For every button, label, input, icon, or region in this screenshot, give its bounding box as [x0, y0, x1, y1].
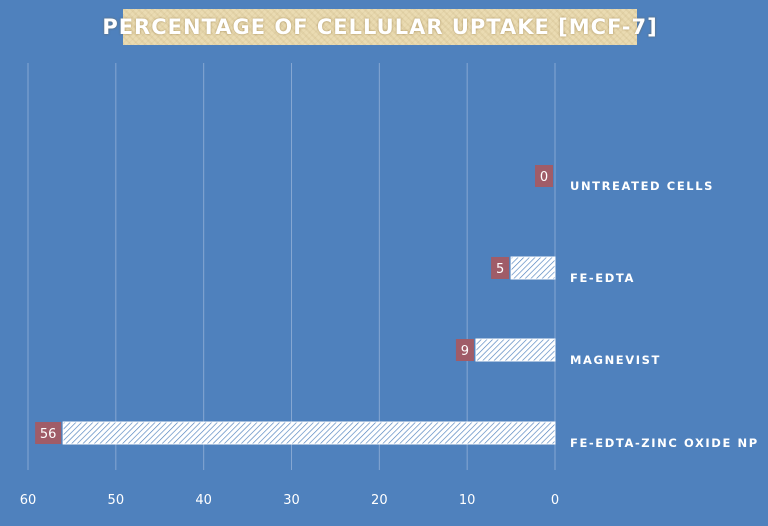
data-label-bg [455, 339, 474, 361]
data-label: 9 [461, 344, 469, 359]
x-tick-label: 30 [283, 493, 300, 508]
x-tick-label: 40 [195, 493, 212, 508]
data-label-bg [535, 165, 553, 187]
chart-title-box: PERCENTAGE OF CELLULAR UPTAKE [MCF-7] [102, 9, 657, 45]
data-label: 5 [496, 262, 504, 277]
x-tick-label: 20 [371, 493, 388, 508]
x-tick-label: 10 [459, 493, 476, 508]
x-tick-label: 60 [20, 493, 37, 508]
bar [475, 338, 556, 362]
chart-title: PERCENTAGE OF CELLULAR UPTAKE [MCF-7] [102, 15, 658, 39]
category-label: FE-EDTA [570, 271, 635, 285]
data-label-bg [35, 422, 62, 444]
category-label: UNTREATED CELLS [570, 179, 714, 193]
category-label: MAGNEVIST [570, 353, 661, 367]
x-tick-label: 0 [551, 493, 559, 508]
bar [62, 421, 556, 445]
data-label: 0 [540, 170, 548, 185]
bar [510, 256, 556, 280]
category-label: FE-EDTA-ZINC OXIDE NP [570, 436, 759, 450]
data-label-bg [491, 257, 510, 279]
data-label: 56 [40, 427, 57, 442]
x-tick-label: 50 [108, 493, 125, 508]
